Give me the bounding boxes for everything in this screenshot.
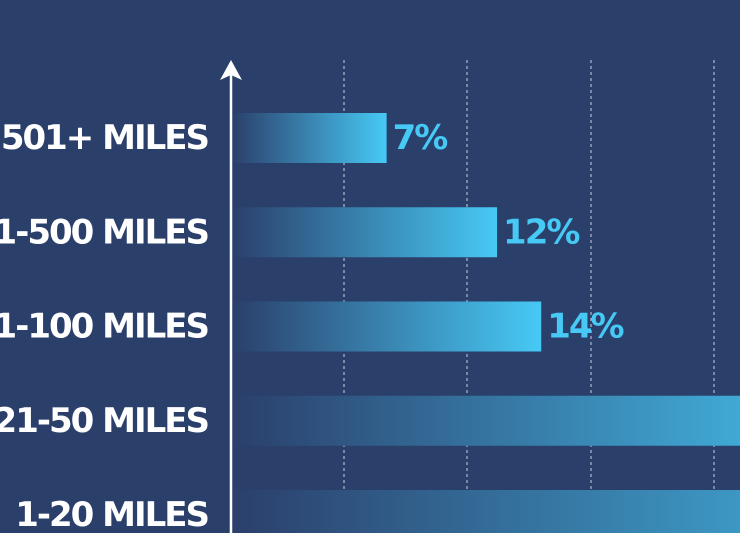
value-label: 7% (393, 118, 448, 158)
bars (232, 113, 740, 533)
bar (232, 113, 387, 163)
bar (232, 395, 740, 446)
category-label: 1-20 MILES (15, 495, 208, 533)
value-label: 12% (503, 212, 579, 252)
bar (232, 301, 542, 352)
bar (232, 207, 498, 258)
category-label: 101-500 MILES (0, 212, 208, 252)
category-label: 21-50 MILES (0, 401, 208, 441)
bar (232, 490, 740, 533)
value-label: 14% (547, 307, 623, 347)
axis-arrow (220, 60, 242, 80)
category-label: 51-100 MILES (0, 307, 208, 347)
category-label: 501+ MILES (1, 118, 208, 158)
